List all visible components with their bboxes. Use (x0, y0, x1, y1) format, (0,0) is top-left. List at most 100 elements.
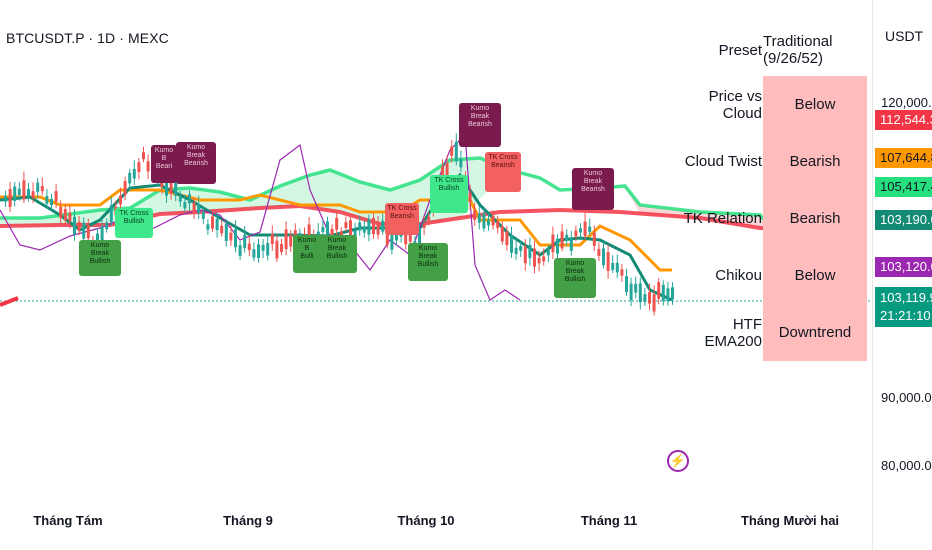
candle-body (638, 283, 642, 303)
candle-body (602, 248, 605, 266)
candle-body (45, 195, 49, 204)
candle-body (408, 229, 412, 242)
time-label: Tháng 9 (223, 513, 273, 528)
time-label: Tháng Mười hai (740, 513, 840, 528)
candle-body (344, 222, 348, 228)
signal-label-text: Kumo B (297, 237, 317, 252)
candle-body (362, 226, 366, 233)
candle-body (169, 173, 173, 194)
time-label: Tháng Tám (33, 513, 103, 528)
candle-body (422, 223, 426, 228)
candle-body (606, 252, 610, 271)
candle-body (648, 292, 651, 304)
dashboard-row-htf-ema200: HTF EMA200 Downtrend (676, 304, 868, 361)
candle-body (86, 224, 90, 239)
signal-label-text: Bullish (438, 185, 460, 192)
candle-body (17, 188, 21, 196)
price-tag-senkou-a: 105,417.4 (875, 177, 932, 197)
candle-body (27, 188, 30, 196)
candle-body (629, 283, 633, 301)
signal-label-text: Bullish (326, 253, 348, 260)
signal-label-text: Kumo Break (583, 170, 603, 185)
kijun-sen-line (0, 188, 672, 272)
signal-label-text: Bearish (581, 186, 605, 193)
candle-body (275, 240, 279, 259)
candle-body (565, 234, 569, 241)
dashboard-label: HTF EMA200 (704, 315, 762, 350)
candle-body (280, 243, 283, 252)
signal-label-text: Bearish (468, 121, 492, 128)
candle-body (533, 248, 536, 267)
candle-body (482, 213, 486, 229)
dashboard-header-label: Preset (718, 41, 762, 59)
signal-label-text: Kumo B (154, 147, 174, 162)
candle-body (105, 222, 109, 230)
signal-label-bull: Kumo Break Bullish (79, 240, 121, 276)
candle-body (13, 186, 17, 201)
candle-body (335, 217, 339, 230)
signal-label-bull2: TK Cross Bullish (430, 175, 468, 213)
candle-body (109, 205, 113, 223)
candle-body (537, 257, 541, 264)
candle-body (128, 172, 132, 184)
candle-body (224, 223, 228, 241)
candle-body (491, 215, 495, 226)
candle-body (229, 232, 233, 241)
signal-label-text: Beari (155, 163, 173, 170)
candle-body (266, 243, 270, 256)
dashboard-header-value: Traditional (9/26/52) (763, 33, 833, 67)
candle-body (542, 256, 546, 262)
candle-body (146, 161, 150, 172)
bar-countdown: 21:21:10 (880, 308, 931, 323)
signal-label-text: Kumo Break (186, 144, 206, 159)
candle-body (560, 231, 564, 249)
candle-body (523, 246, 527, 264)
signal-label-text: Kumo Break (565, 260, 585, 275)
signal-label-text: Bearish (491, 162, 515, 169)
price-tick: 80,000.0 (881, 458, 932, 473)
candle-body (8, 188, 12, 207)
lightning-icon[interactable]: ⚡ (667, 450, 689, 472)
candle-body (367, 219, 371, 235)
candle-body (119, 195, 122, 205)
candle-body (234, 229, 237, 248)
price-tick: 120,000.0 (881, 95, 932, 110)
candle-body (666, 288, 670, 302)
time-label: Tháng 10 (397, 513, 455, 528)
candle-body (68, 212, 72, 222)
candle-body (588, 226, 592, 232)
signal-label-text: TK Cross (434, 177, 464, 184)
candle-body (142, 152, 145, 160)
candle-body (657, 282, 661, 299)
time-label: Tháng 11 (580, 513, 638, 528)
candle-body (569, 238, 573, 251)
candle-body (592, 232, 596, 246)
candle-body (372, 217, 375, 235)
symbol-title[interactable]: BTCUSDT.P · 1D · MEXC (6, 30, 169, 46)
candle-body (583, 221, 587, 237)
candle-body (252, 249, 256, 258)
candle-body (261, 244, 265, 251)
candle-body (574, 230, 578, 237)
candle-body (137, 162, 141, 173)
candle-body (40, 185, 44, 192)
chart-area[interactable]: BTCUSDT.P · 1D · MEXC Kumo Break Bullish T… (0, 0, 872, 550)
candle-body (418, 228, 421, 243)
signal-label-text: Bearish (390, 213, 414, 220)
dashboard-value: Bearish (763, 190, 867, 247)
price-axis[interactable]: USDT 120,000.0 90,000.0 80,000.0 112,544… (872, 0, 932, 550)
candle-body (270, 233, 274, 245)
signal-label-bull: Kumo Break Bullish (408, 243, 448, 281)
candle-body (77, 221, 81, 231)
senkou-span-b-line (0, 296, 19, 307)
candle-body (634, 283, 638, 293)
candle-body (652, 294, 656, 312)
candle-body (183, 202, 187, 209)
signal-label-bull: Kumo Break Bullish (317, 235, 357, 273)
candle-body (36, 182, 40, 192)
candle-body (73, 216, 76, 235)
candle-body (505, 231, 509, 246)
dashboard-row-price-vs-cloud: Price vs Cloud Below (676, 76, 868, 133)
candle-body (59, 206, 63, 218)
candle-body (206, 224, 210, 230)
